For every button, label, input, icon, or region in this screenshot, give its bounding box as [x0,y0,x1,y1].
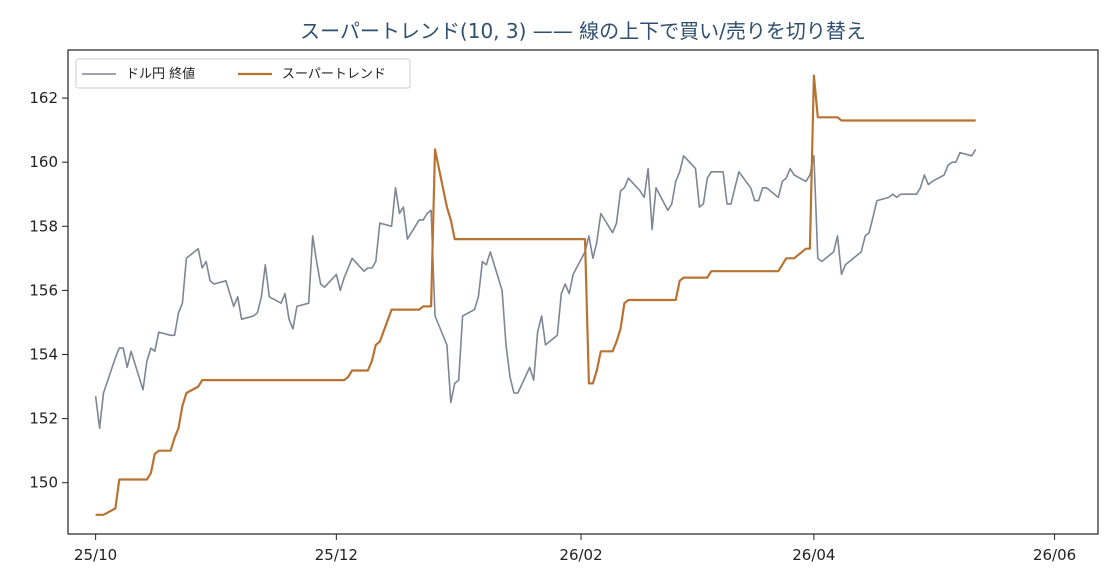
series-line-supertrend [95,74,976,516]
chart-title: スーパートレンド(10, 3) —— 線の上下で買い/売りを切り替え [300,19,866,43]
y-tick-label: 156 [29,281,58,299]
legend-label-supertrend: スーパートレンド [282,67,386,82]
x-tick-label: 25/10 [74,546,117,564]
y-tick-label: 162 [29,89,58,107]
legend: ドル円 終値 スーパートレンド [75,58,411,89]
y-axis: 150 152 154 156 158 160 162 [29,89,68,492]
x-tick-label: 26/04 [792,546,835,564]
legend-label-price: ドル円 終値 [126,66,195,82]
series-layer [94,74,977,516]
x-axis: 25/10 25/12 26/02 26/04 26/06 [74,534,1076,564]
y-tick-label: 158 [29,217,58,235]
x-tick-label: 26/06 [1033,546,1076,564]
x-tick-label: 25/12 [315,546,358,564]
x-tick-label: 26/02 [559,546,602,564]
y-tick-label: 152 [29,410,58,428]
plot-frame [67,49,1099,535]
y-tick-label: 160 [29,153,58,171]
series-line-price [94,148,977,429]
y-tick-label: 150 [29,474,58,492]
y-tick-label: 154 [29,346,58,364]
